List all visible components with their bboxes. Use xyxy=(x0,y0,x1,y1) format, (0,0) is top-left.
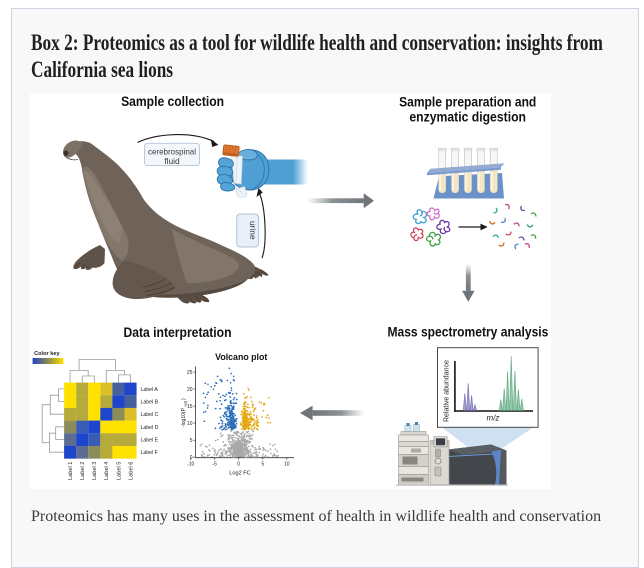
svg-text:adj: adj xyxy=(184,401,188,406)
svg-text:10: 10 xyxy=(187,421,193,427)
svg-text:20: 20 xyxy=(187,387,193,393)
svg-text:Sample preparation and: Sample preparation and xyxy=(399,94,536,110)
svg-text:cerebrospinal: cerebrospinal xyxy=(148,146,196,156)
svg-text:0: 0 xyxy=(237,462,240,468)
svg-text:Mass spectrometry analysis: Mass spectrometry analysis xyxy=(387,324,548,340)
svg-text:): ) xyxy=(181,398,187,400)
svg-text:-log10(P: -log10(P xyxy=(181,407,187,427)
svg-text:15: 15 xyxy=(187,404,193,410)
svg-text:Label 5: Label 5 xyxy=(116,462,122,480)
svg-text:Label 6: Label 6 xyxy=(128,462,134,480)
svg-text:Label D: Label D xyxy=(141,425,159,431)
svg-text:Label B: Label B xyxy=(141,400,159,406)
svg-text:Log2 FC: Log2 FC xyxy=(229,471,250,477)
svg-text:25: 25 xyxy=(187,370,193,376)
svg-text:Label 1: Label 1 xyxy=(68,462,74,480)
svg-text:m/z: m/z xyxy=(487,414,500,423)
svg-text:urine: urine xyxy=(248,221,258,240)
svg-text:Relative abundance: Relative abundance xyxy=(444,360,451,422)
svg-text:-5: -5 xyxy=(212,462,217,468)
svg-text:Label C: Label C xyxy=(141,412,159,418)
svg-text:Label 2: Label 2 xyxy=(80,462,86,480)
svg-text:Color key: Color key xyxy=(34,351,60,357)
svg-text:Data interpretation: Data interpretation xyxy=(123,324,231,340)
svg-text:fluid: fluid xyxy=(164,156,180,166)
svg-text:enzymatic digestion: enzymatic digestion xyxy=(409,109,526,125)
svg-text:Label 4: Label 4 xyxy=(104,462,110,480)
svg-text:Label F: Label F xyxy=(141,450,158,456)
svg-text:Sample collection: Sample collection xyxy=(121,93,224,109)
svg-text:Volcano plot: Volcano plot xyxy=(215,352,267,362)
svg-text:Label 3: Label 3 xyxy=(92,462,98,480)
svg-text:Label E: Label E xyxy=(141,438,159,444)
svg-text:0: 0 xyxy=(190,455,193,461)
svg-text:Label A: Label A xyxy=(141,387,159,393)
svg-text:10: 10 xyxy=(284,462,290,468)
svg-text:-10: -10 xyxy=(187,462,194,468)
svg-text:5: 5 xyxy=(261,462,264,468)
svg-text:5: 5 xyxy=(190,438,193,444)
